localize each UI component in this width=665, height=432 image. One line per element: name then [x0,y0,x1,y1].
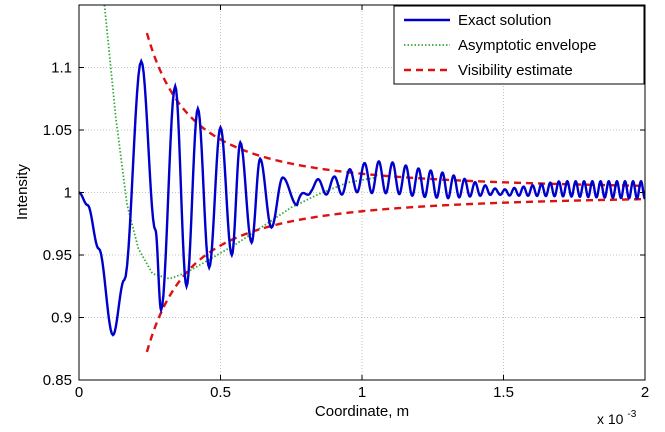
series-exact-solution [78,57,646,337]
y-tick-label: 1.1 [51,60,72,77]
y-tick-label: 1 [64,185,72,202]
y-tick-label: 0.85 [43,372,72,389]
grid-lines [79,5,645,380]
series-asymptotic-envelope [103,4,377,280]
legend: Exact solution Asymptotic envelope Visib… [393,5,645,85]
y-tick-label: 0.9 [51,310,72,327]
x-tick-label: 0 [75,384,83,401]
tick-labels: 0 0.5 1 1.5 2 0.85 0.9 0.95 1 1.05 1.1 [43,60,649,402]
y-axis-title: Intensity [14,164,31,220]
x-axis-title: Coordinate, m [315,403,409,420]
x-tick-label: 0.5 [210,384,231,401]
x-axis-multiplier: x 10 -3 [597,409,637,427]
series-visibility-estimate-lower [145,197,646,353]
legend-label-exact-solution: Exact solution [458,12,551,29]
y-tick-label: 0.95 [43,247,72,264]
axis-ticks [78,5,646,381]
x-axis-multiplier-base: x 10 [597,411,624,427]
y-tick-label: 1.05 [43,122,72,139]
x-axis-multiplier-exponent: -3 [627,409,636,420]
x-tick-label: 1 [358,384,366,401]
x-tick-label: 1.5 [493,384,514,401]
series-layer [78,4,646,353]
legend-label-visibility-estimate: Visibility estimate [458,62,573,79]
x-tick-label: 2 [641,384,649,401]
legend-label-asymptotic-envelope: Asymptotic envelope [458,37,596,54]
